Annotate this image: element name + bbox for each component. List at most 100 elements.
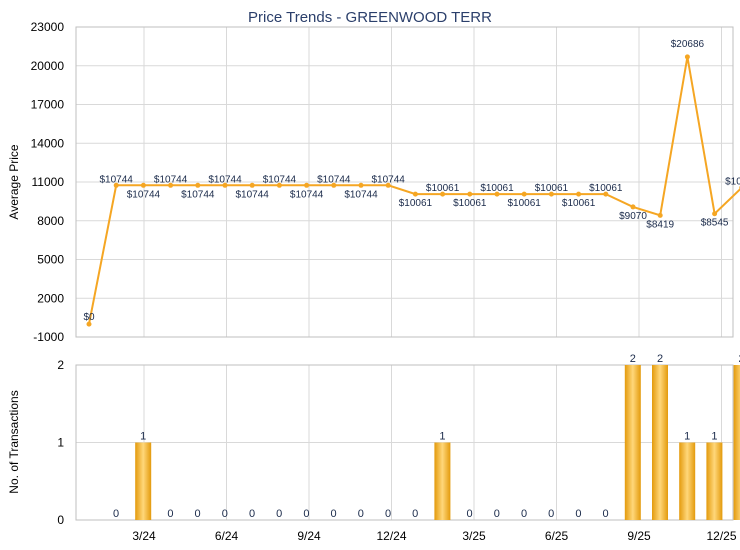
price-tick-label: 23000 <box>31 20 65 34</box>
price-point <box>249 182 255 188</box>
price-point <box>684 54 690 60</box>
price-point <box>494 191 500 197</box>
bar-value-label: 0 <box>113 508 119 520</box>
bar-value-label: 0 <box>303 508 309 520</box>
price-point <box>168 182 174 188</box>
price-plot-frame <box>75 26 734 338</box>
price-point <box>140 182 146 188</box>
price-data-label: $10061 <box>480 183 514 194</box>
price-point <box>358 182 364 188</box>
bar-value-label: 0 <box>575 508 581 520</box>
price-data-label: $10061 <box>508 198 542 209</box>
price-point <box>276 182 282 188</box>
price-point <box>113 182 119 188</box>
bar-value-label: 0 <box>331 508 337 520</box>
x-tick-label: 12/24 <box>376 529 406 543</box>
price-point <box>630 204 636 210</box>
transactions-tick-label: 2 <box>57 358 64 372</box>
bar-value-label: 1 <box>439 431 445 443</box>
transaction-bar <box>135 442 152 520</box>
price-point <box>440 191 446 197</box>
price-axis-label: Average Price <box>7 144 21 219</box>
transaction-bar <box>652 365 668 520</box>
bar-value-label: 2 <box>657 353 663 365</box>
bar-value-label: 0 <box>412 508 418 520</box>
bar-value-label: 2 <box>630 353 636 365</box>
transaction-bar <box>733 365 740 520</box>
x-tick-label: 12/25 <box>706 529 736 543</box>
price-tick-label: -1000 <box>33 330 64 344</box>
price-point <box>412 191 418 197</box>
x-tick-label: 6/24 <box>215 529 239 543</box>
bar-value-label: 0 <box>385 508 391 520</box>
price-point <box>467 191 473 197</box>
price-tick-label: 8000 <box>37 214 64 228</box>
transaction-bar <box>434 442 451 520</box>
transaction-bar <box>679 442 696 520</box>
chart-title: Price Trends - GREENWOOD TERR <box>248 9 492 26</box>
price-data-label: $10744 <box>236 189 270 200</box>
x-tick-label: 9/24 <box>297 529 321 543</box>
price-tick-label: 2000 <box>37 291 64 305</box>
transaction-bar <box>706 442 723 520</box>
bar-value-label: 0 <box>521 508 527 520</box>
transactions-tick-label: 0 <box>57 513 64 527</box>
price-data-label: $10744 <box>317 174 351 185</box>
price-data-label: $0 <box>83 312 95 323</box>
price-data-label: $10744 <box>208 174 242 185</box>
price-tick-label: 14000 <box>31 136 65 150</box>
price-data-label: $9070 <box>619 211 647 222</box>
bar-value-label: 0 <box>548 508 554 520</box>
transactions-axis-label: No. of Transactions <box>7 390 21 493</box>
price-point <box>304 182 310 188</box>
price-point <box>576 191 582 197</box>
price-point <box>195 182 201 188</box>
bar-value-label: 0 <box>167 508 173 520</box>
price-data-label: $10061 <box>426 183 460 194</box>
price-data-label: $10744 <box>181 189 215 200</box>
price-data-label: $10061 <box>589 183 623 194</box>
price-data-label: $10061 <box>535 183 569 194</box>
bar-value-label: 0 <box>358 508 364 520</box>
price-point <box>657 212 663 218</box>
price-point <box>712 211 718 217</box>
transaction-bar <box>624 365 641 520</box>
bar-value-label: 0 <box>603 508 609 520</box>
bar-value-label: 0 <box>276 508 282 520</box>
price-data-label: $8545 <box>701 218 729 229</box>
price-data-label: $10061 <box>562 198 596 209</box>
price-data-label: $10744 <box>372 174 406 185</box>
price-tick-label: 5000 <box>37 253 64 267</box>
price-point <box>385 182 391 188</box>
bar-value-label: 1 <box>684 431 690 443</box>
price-point <box>603 191 609 197</box>
bar-value-label: 0 <box>467 508 473 520</box>
price-data-label: $10744 <box>344 189 378 200</box>
price-point <box>521 191 527 197</box>
bar-value-label: 1 <box>140 431 146 443</box>
price-data-label: $10744 <box>100 174 134 185</box>
price-tick-label: 11000 <box>32 175 65 189</box>
price-data-label: $10061 <box>399 198 433 209</box>
price-data-label: $10744 <box>290 189 324 200</box>
price-point <box>222 182 228 188</box>
x-tick-label: 6/25 <box>545 529 569 543</box>
price-point <box>331 182 337 188</box>
price-data-label: $10061 <box>453 198 487 209</box>
transactions-plot-frame <box>75 364 734 521</box>
price-point <box>548 191 554 197</box>
price-data-label: $10744 <box>154 174 188 185</box>
bar-value-label: 0 <box>195 508 201 520</box>
bar-value-label: 0 <box>222 508 228 520</box>
x-tick-label: 3/25 <box>462 529 486 543</box>
bar-value-label: 0 <box>249 508 255 520</box>
price-data-label: $8419 <box>646 219 674 230</box>
x-tick-label: 3/24 <box>132 529 156 543</box>
price-data-label: $20686 <box>671 39 705 50</box>
bar-value-label: 2 <box>739 353 740 365</box>
transactions-tick-label: 1 <box>57 436 64 450</box>
x-tick-label: 9/25 <box>627 529 651 543</box>
price-tick-label: 17000 <box>31 98 65 112</box>
price-data-label: $10563 <box>725 177 740 188</box>
